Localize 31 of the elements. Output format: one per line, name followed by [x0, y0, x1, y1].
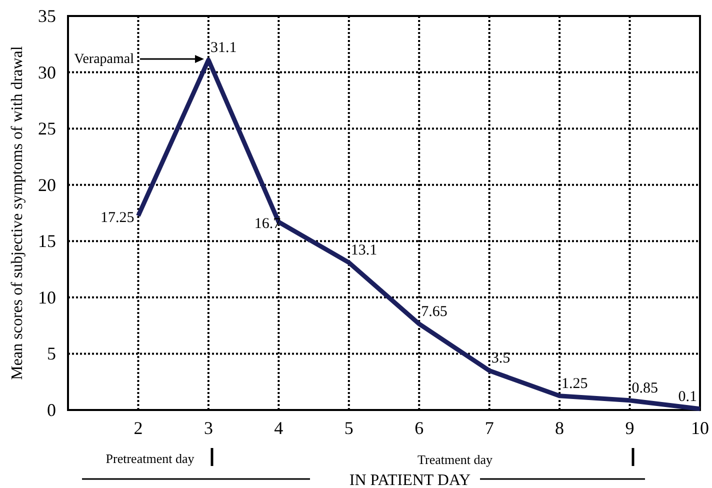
- x-tick-label: 7: [484, 418, 494, 438]
- y-tick-label: 30: [38, 62, 56, 82]
- x-tick-label: 2: [134, 418, 143, 438]
- y-tick-label: 25: [38, 118, 56, 139]
- data-label: 7.65: [421, 304, 448, 320]
- x-tick-label: 9: [625, 418, 634, 438]
- x-tick-label: 6: [414, 418, 424, 438]
- y-tick-label: 10: [38, 287, 56, 308]
- data-label: 31.1: [210, 40, 237, 56]
- text: Treatment day: [418, 452, 493, 467]
- x-tick-label: 3: [204, 418, 213, 438]
- x-tick-label: 8: [555, 418, 564, 438]
- data-label: 0.1: [678, 388, 697, 405]
- y-tick-label: 5: [47, 344, 56, 364]
- y-tick-label: 0: [47, 400, 56, 420]
- line-series: [136, 58, 702, 412]
- y-tick-label: 20: [38, 174, 56, 195]
- text: IN PATIENT DAY: [349, 472, 472, 488]
- data-label: 17.25: [100, 210, 134, 226]
- text: Pretreatment day: [106, 451, 195, 466]
- data-label: 0.85: [632, 380, 658, 396]
- y-axis-title: Mean scores of subjective symptoms of with drawal: [9, 46, 26, 380]
- data-label: 13.1: [350, 242, 378, 259]
- y-tick-label: 35: [38, 6, 56, 26]
- x-tick-label: 10: [691, 418, 709, 438]
- annotation: Verapamal: [74, 52, 134, 67]
- y-tick-label: 15: [38, 231, 56, 252]
- data-label: 16.7: [254, 216, 282, 232]
- data-label: 1.25: [562, 376, 588, 392]
- x-tick-label: 4: [274, 418, 284, 438]
- x-tick-label: 5: [344, 418, 354, 438]
